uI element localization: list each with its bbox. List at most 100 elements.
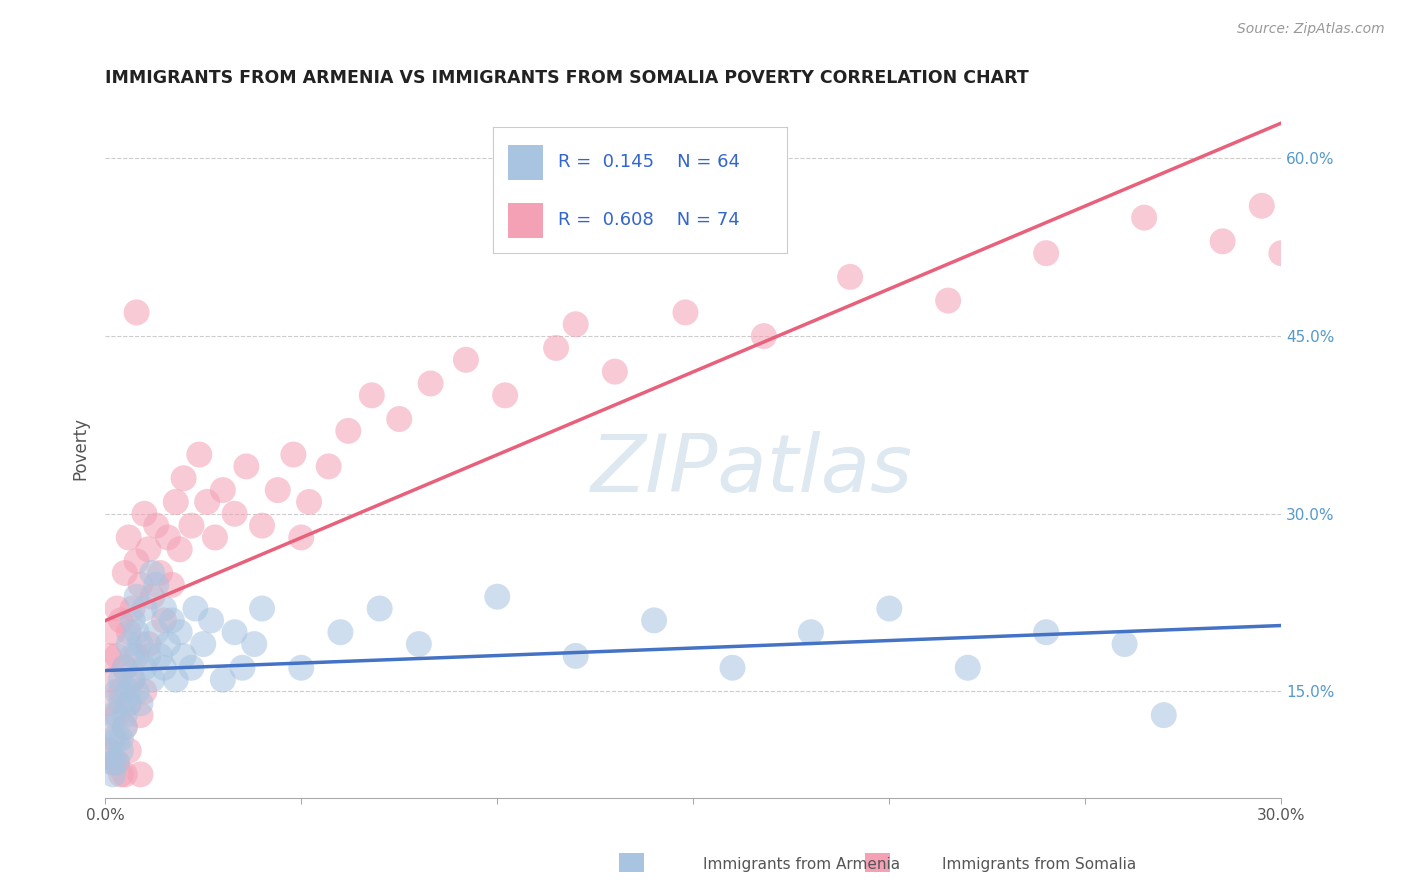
Point [267,483,290,497]
Point [1153,708,1175,723]
Point [145,518,167,533]
Point [173,648,195,663]
Point [752,329,775,343]
Point [125,554,148,568]
Point [105,708,128,723]
Point [125,625,148,640]
Point [121,673,143,687]
Point [114,708,136,723]
Point [105,648,128,663]
Point [368,601,391,615]
Point [101,756,124,770]
Point [1212,235,1234,249]
Point [153,661,176,675]
Point [134,684,156,698]
Point [110,696,132,710]
Point [121,601,143,615]
Point [118,637,141,651]
Point [98,696,121,710]
Point [337,424,360,438]
Point [121,673,143,687]
Point [184,601,207,615]
Point [800,625,823,640]
Point [129,767,152,781]
Point [419,376,441,391]
Text: ZIPatlas: ZIPatlas [591,431,912,508]
Point [546,341,568,355]
Point [145,578,167,592]
Point [1035,625,1057,640]
Point [105,684,128,698]
Point [1133,211,1156,225]
Point [290,531,312,545]
Text: IMMIGRANTS FROM ARMENIA VS IMMIGRANTS FROM SOMALIA POVERTY CORRELATION CHART: IMMIGRANTS FROM ARMENIA VS IMMIGRANTS FR… [105,69,1029,87]
Point [153,613,176,627]
Point [165,673,187,687]
Point [250,518,273,533]
Point [231,661,253,675]
Point [129,696,152,710]
Point [149,648,172,663]
Point [936,293,959,308]
Point [98,648,121,663]
Point [110,767,132,781]
Point [114,566,136,580]
Point [879,601,901,615]
Point [101,625,124,640]
Point [118,696,141,710]
Point [105,601,128,615]
Point [169,542,191,557]
Point [250,601,273,615]
Point [98,720,121,734]
Point [408,637,430,651]
Point [125,684,148,698]
Point [153,601,176,615]
Point [494,388,516,402]
Point [290,661,312,675]
Point [121,613,143,627]
Point [180,661,202,675]
Point [114,720,136,734]
Point [118,696,141,710]
Point [105,756,128,770]
Point [224,625,246,640]
Point [101,767,124,781]
Point [141,673,163,687]
Point [110,613,132,627]
Point [204,531,226,545]
Point [165,495,187,509]
Point [125,590,148,604]
Point [486,590,509,604]
Point [675,305,697,319]
Point [118,625,141,640]
Point [1270,246,1292,260]
Point [101,731,124,746]
Point [125,305,148,319]
Point [224,507,246,521]
Point [564,318,586,332]
Y-axis label: Poverty: Poverty [72,417,89,480]
Point [121,648,143,663]
Point [114,767,136,781]
Point [110,744,132,758]
Point [105,756,128,770]
Point [195,495,218,509]
Point [114,661,136,675]
Point [188,448,211,462]
Point [138,637,160,651]
Point [101,673,124,687]
Point [298,495,321,509]
Point [721,661,744,675]
Point [235,459,257,474]
Point [200,613,222,627]
Point [839,269,862,284]
Point [138,648,160,663]
Point [129,708,152,723]
Point [180,518,202,533]
Point [211,483,233,497]
Point [129,578,152,592]
Point [138,542,160,557]
Point [318,459,340,474]
Point [114,661,136,675]
Point [193,637,215,651]
